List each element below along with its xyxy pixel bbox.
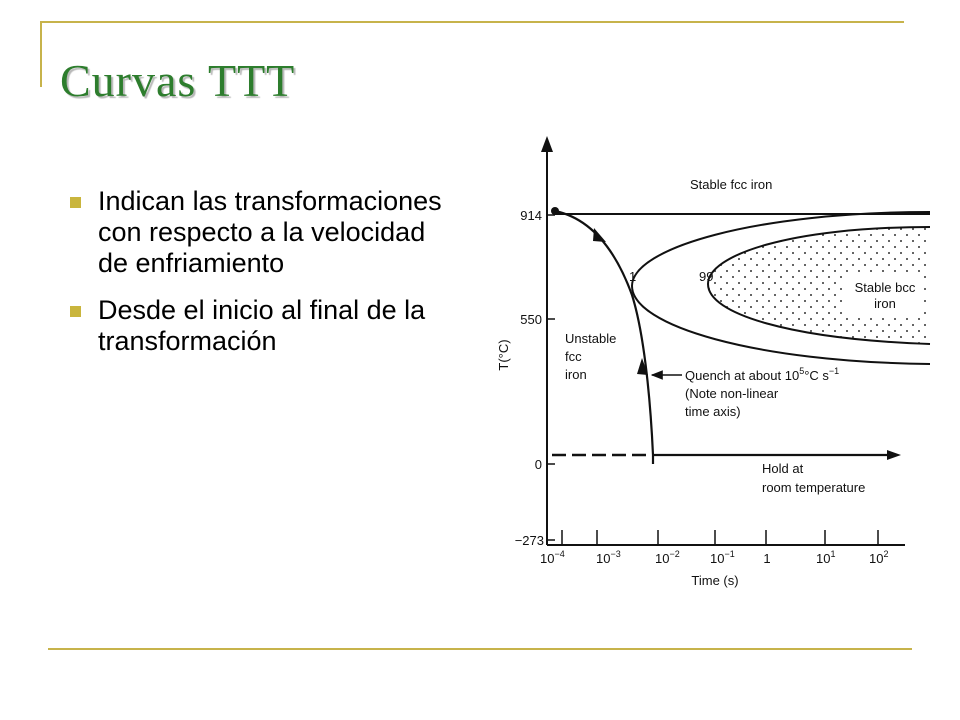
y-tick-label: 550	[520, 312, 542, 327]
quench-arrow-icon	[637, 358, 648, 375]
quench-curve	[554, 209, 655, 456]
curve-99-label: 99	[699, 269, 713, 284]
y-axis-arrow-icon	[541, 136, 553, 152]
quench-note: Quench at about 105°C s−1	[685, 366, 839, 383]
unstable-fcc-label: iron	[565, 367, 587, 382]
hold-label: room temperature	[762, 480, 865, 495]
unstable-fcc-label: Unstable	[565, 331, 616, 346]
bullet-text: Desde el inicio al final de la transform…	[98, 295, 426, 356]
frame-bottom-line	[48, 648, 912, 650]
square-bullet-icon	[70, 306, 81, 317]
stable-fcc-label: Stable fcc iron	[690, 177, 772, 192]
quench-note: (Note non-linear	[685, 386, 779, 401]
bullet-item: Desde el inicio al final de la transform…	[68, 295, 458, 357]
frame-left-line	[40, 21, 42, 87]
x-tick-label: 10−2	[655, 549, 680, 566]
bullet-text: Indican las transformaciones con respect…	[98, 186, 442, 278]
stable-bcc-label: Stable bcc	[855, 280, 916, 295]
bullet-list: Indican las transformaciones con respect…	[68, 186, 458, 373]
hold-arrow-icon	[887, 450, 901, 460]
y-axis-label: T(°C)	[496, 339, 511, 370]
quench-note: time axis)	[685, 404, 741, 419]
curve-1-label: 1	[629, 269, 636, 284]
quench-arrow-icon	[593, 228, 606, 242]
x-tick-label: 10−4	[540, 549, 565, 566]
y-tick-label: 0	[535, 457, 542, 472]
hold-label: Hold at	[762, 461, 804, 476]
x-axis-label: Time (s)	[691, 573, 738, 588]
y-tick-label: −273	[515, 533, 544, 548]
frame-top-line	[40, 21, 904, 23]
slide-title: Curvas TTT	[60, 55, 296, 106]
x-tick-label: 10−1	[710, 549, 735, 566]
x-tick-label: 10−3	[596, 549, 621, 566]
ttt-diagram: 914 550 0 −273 10−4 10−3 10−2 10−1 1 101…	[496, 136, 931, 588]
y-tick-label: 914	[520, 208, 542, 223]
x-tick-label: 102	[869, 549, 888, 566]
stable-bcc-label: iron	[874, 296, 896, 311]
curve-1-start	[630, 211, 931, 365]
x-tick-label: 101	[816, 549, 835, 566]
unstable-fcc-label: fcc	[565, 349, 582, 364]
square-bullet-icon	[70, 197, 81, 208]
x-tick-label: 1	[763, 551, 770, 566]
curve-99-finish	[706, 226, 931, 345]
bullet-item: Indican las transformaciones con respect…	[68, 186, 458, 279]
